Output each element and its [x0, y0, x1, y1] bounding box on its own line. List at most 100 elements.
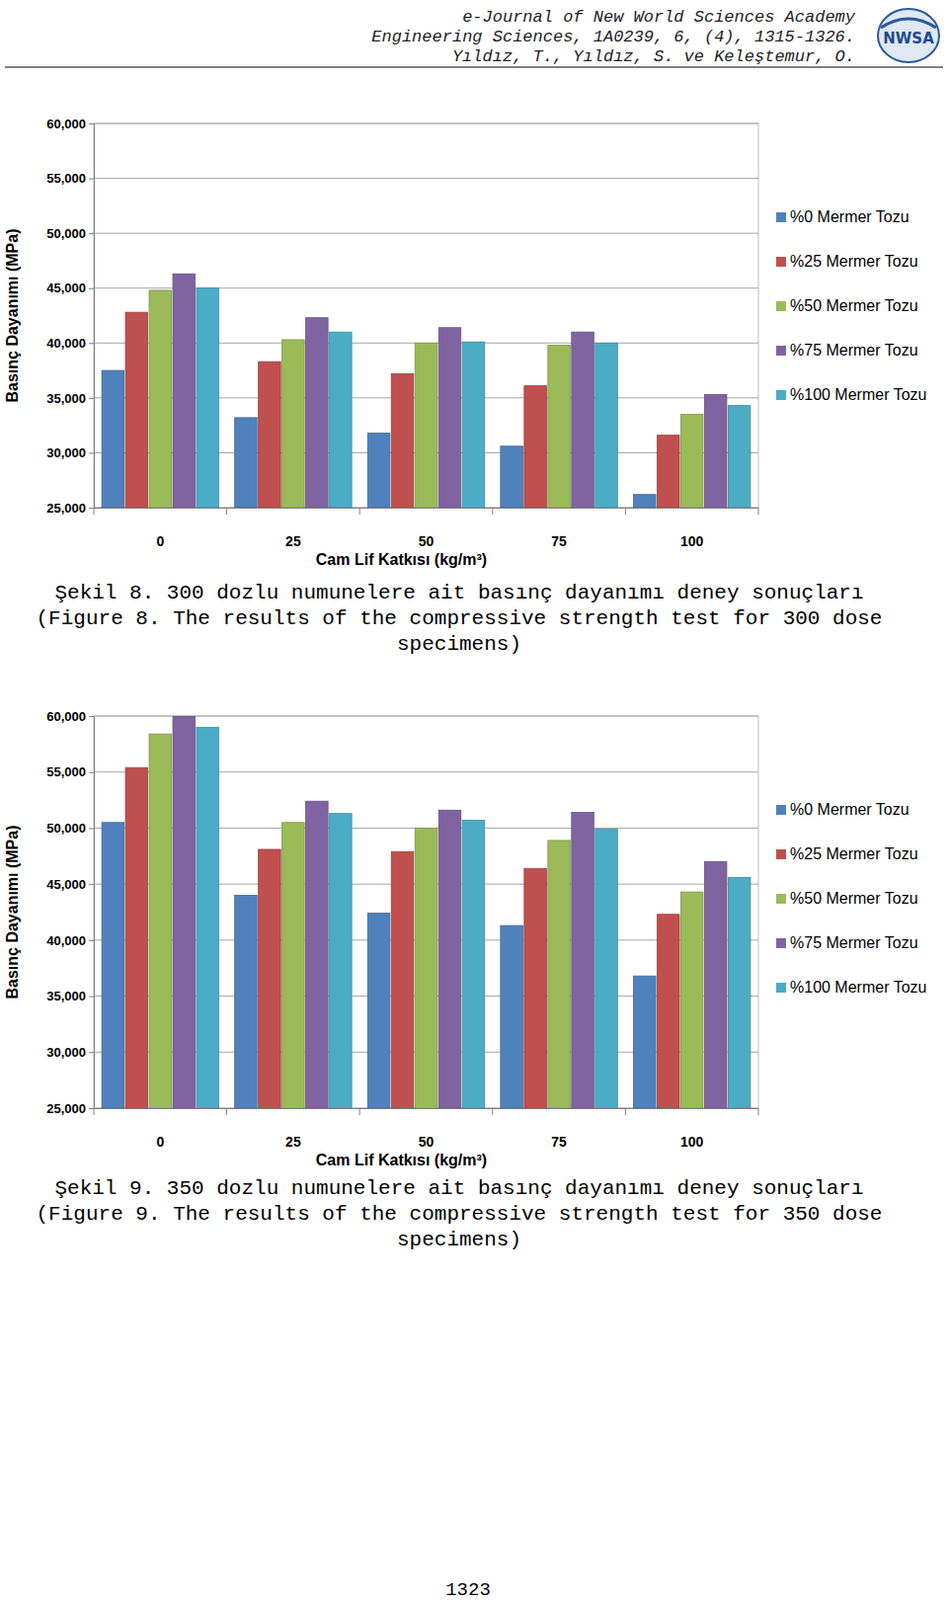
caption-line: Şekil 9. 350 dozlu numunelere ait basınç…	[54, 1177, 864, 1200]
y-tick-label: 45,000	[46, 280, 86, 296]
legend-swatch	[776, 849, 787, 860]
x-tick-label: 25	[285, 1133, 302, 1150]
caption-line: (Figure 8. The results of the compressiv…	[36, 607, 883, 631]
y-tick-label: 60,000	[46, 709, 86, 724]
x-separator	[226, 507, 228, 515]
grid	[93, 715, 759, 1108]
bar	[258, 849, 282, 1108]
caption-line: Şekil 8. 300 dozlu numunelere ait basınç…	[54, 581, 864, 605]
legend-swatch	[776, 301, 787, 312]
bar	[548, 840, 571, 1108]
grid-line	[93, 177, 759, 179]
legend-swatch	[776, 345, 787, 356]
y-tick-label: 55,000	[46, 170, 86, 186]
bar	[727, 876, 751, 1108]
caption-line: specimens)	[396, 1228, 522, 1252]
y-tick-label: 40,000	[46, 335, 86, 351]
x-tick: 50	[418, 507, 435, 550]
bar	[656, 435, 680, 508]
bar	[282, 339, 306, 508]
x-tick-label: 100	[680, 533, 705, 550]
bar	[571, 812, 595, 1108]
legend: %0 Mermer Tozu %25 Mermer Tozu %50 Mermer …	[776, 800, 927, 996]
bar	[632, 975, 656, 1108]
y-tick: 55,000	[46, 170, 94, 186]
bar	[632, 494, 656, 508]
y-tick-label: 60,000	[46, 116, 86, 132]
x-separator	[226, 1107, 228, 1115]
bar	[282, 822, 306, 1108]
series	[196, 288, 751, 508]
y-axis: 25,00030,00035,00040,00045,00050,00055,0…	[46, 116, 94, 516]
logo-globe	[877, 8, 940, 63]
header-rule	[4, 67, 944, 69]
legend-label: %100 Mermer Tozu	[790, 386, 927, 403]
bar	[680, 891, 704, 1108]
header-line: Engineering Sciences, 1A0239, 6, (4), 13…	[371, 27, 856, 47]
series	[172, 715, 727, 1108]
bar	[101, 822, 125, 1108]
page: e-Journal of New World Sciences AcademyE…	[0, 0, 948, 1600]
bar	[391, 373, 414, 508]
plot-area	[93, 715, 759, 1108]
bar	[235, 417, 258, 508]
legend-label: %50 Mermer Tozu	[790, 297, 919, 315]
x-tick-label: 50	[418, 533, 435, 550]
bar	[125, 312, 149, 508]
y-tick-mark	[88, 940, 94, 942]
bar	[571, 331, 595, 508]
legend-label: %0 Mermer Tozu	[790, 800, 910, 818]
y-tick-mark	[88, 342, 94, 344]
legend-label: %25 Mermer Tozu	[790, 845, 919, 863]
bar	[391, 851, 414, 1108]
y-tick-mark	[88, 1051, 94, 1053]
legend-swatch	[776, 982, 787, 993]
y-tick-label: 50,000	[46, 226, 86, 241]
y-tick-label: 45,000	[46, 876, 86, 892]
legend-swatch	[776, 938, 787, 948]
x-axis-title: Cam Lif Katkısı (kg/m³)	[316, 1151, 487, 1169]
bar	[414, 342, 438, 508]
y-tick: 45,000	[46, 876, 94, 892]
bar	[329, 813, 353, 1108]
x-tick: 50	[418, 1107, 435, 1150]
y-tick-mark	[88, 397, 94, 399]
y-tick-label: 25,000	[46, 500, 86, 516]
bar	[727, 405, 751, 508]
y-tick: 30,000	[46, 445, 94, 461]
x-separator	[625, 507, 627, 515]
y-axis-title: Basınç Dayanımı (MPa)	[3, 824, 21, 999]
bar	[125, 767, 149, 1108]
y-tick-mark	[88, 827, 94, 829]
series	[149, 290, 704, 508]
legend-label: %50 Mermer Tozu	[790, 889, 919, 907]
logo-swoosh	[880, 18, 937, 28]
x-tick: 100	[680, 1107, 705, 1150]
y-tick: 35,000	[46, 988, 94, 1004]
x-separator	[491, 1107, 493, 1115]
legend-swatch	[776, 804, 787, 815]
y-tick-mark	[88, 288, 94, 290]
bar	[704, 861, 727, 1108]
bar	[367, 913, 391, 1108]
bar	[524, 386, 548, 508]
x-tick: 100	[680, 507, 705, 550]
y-tick-mark	[88, 123, 94, 125]
bar	[329, 331, 353, 508]
bar	[595, 342, 619, 508]
bar	[438, 327, 462, 508]
y-axis: 25,00030,00035,00040,00045,00050,00055,0…	[46, 709, 94, 1116]
y-tick-mark	[88, 178, 94, 180]
chart: 25,00030,00035,00040,00045,00050,00055,0…	[3, 709, 927, 1169]
x-tick: 25	[285, 507, 302, 550]
x-separator	[359, 1107, 361, 1115]
x-separator	[758, 1107, 760, 1115]
y-tick: 25,000	[46, 1101, 94, 1116]
header: e-Journal of New World Sciences AcademyE…	[4, 7, 944, 68]
grid-line	[93, 233, 759, 235]
bar	[438, 809, 462, 1108]
y-axis-title: Basınç Dayanımı (MPa)	[3, 228, 21, 402]
y-tick: 55,000	[46, 764, 94, 780]
legend-label: %100 Mermer Tozu	[790, 978, 927, 996]
x-separator	[93, 507, 95, 515]
